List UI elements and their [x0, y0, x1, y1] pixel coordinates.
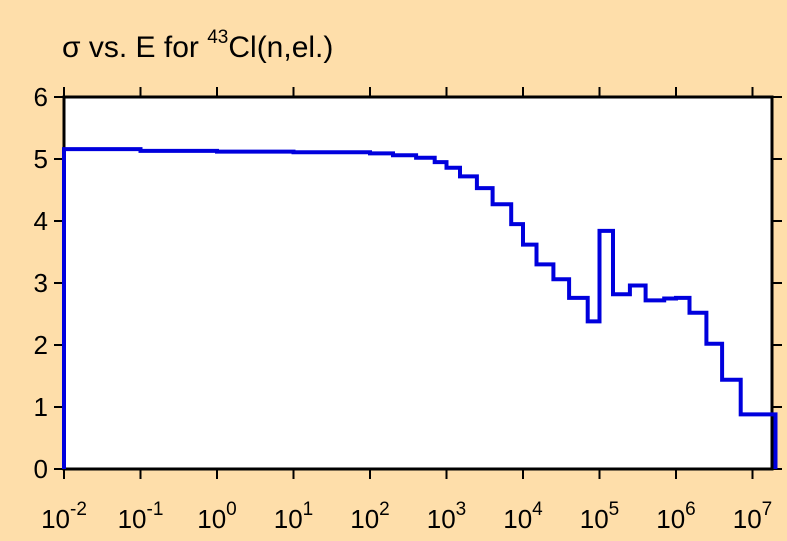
x-tick-label: 105: [580, 499, 620, 534]
x-tick-label: 101: [274, 499, 314, 534]
title-suffix: Cl(n,el.): [228, 31, 333, 64]
title-prefix: σ vs. E for: [62, 31, 207, 64]
x-tick-label: 100: [197, 499, 237, 534]
y-tick-label: 5: [34, 144, 48, 174]
y-tick-label: 6: [34, 82, 48, 112]
y-tick-label: 3: [34, 268, 48, 298]
x-tick-label: 107: [733, 499, 773, 534]
x-tick-label: 10-2: [41, 499, 87, 534]
chart-title: σ vs. E for 43Cl(n,el.): [62, 27, 333, 64]
y-tick-labels: 0 1 2 3 4 5 6: [34, 82, 48, 484]
y-tick-label: 0: [34, 454, 48, 484]
x-tick-label: 104: [503, 499, 543, 534]
x-tick-label: 10-1: [118, 499, 164, 534]
y-tick-label: 2: [34, 330, 48, 360]
y-tick-label: 4: [34, 206, 48, 236]
x-tick-label: 103: [427, 499, 467, 534]
series-layer: [62, 147, 778, 469]
title-superscript: 43: [207, 27, 228, 48]
series-line: [62, 147, 778, 469]
y-tick-label: 1: [34, 392, 48, 422]
x-tick-labels: 10-2 10-1 100 101 102 103 104 105 106 107: [41, 499, 772, 534]
x-tick-label: 106: [656, 499, 696, 534]
x-tick-label: 102: [350, 499, 390, 534]
